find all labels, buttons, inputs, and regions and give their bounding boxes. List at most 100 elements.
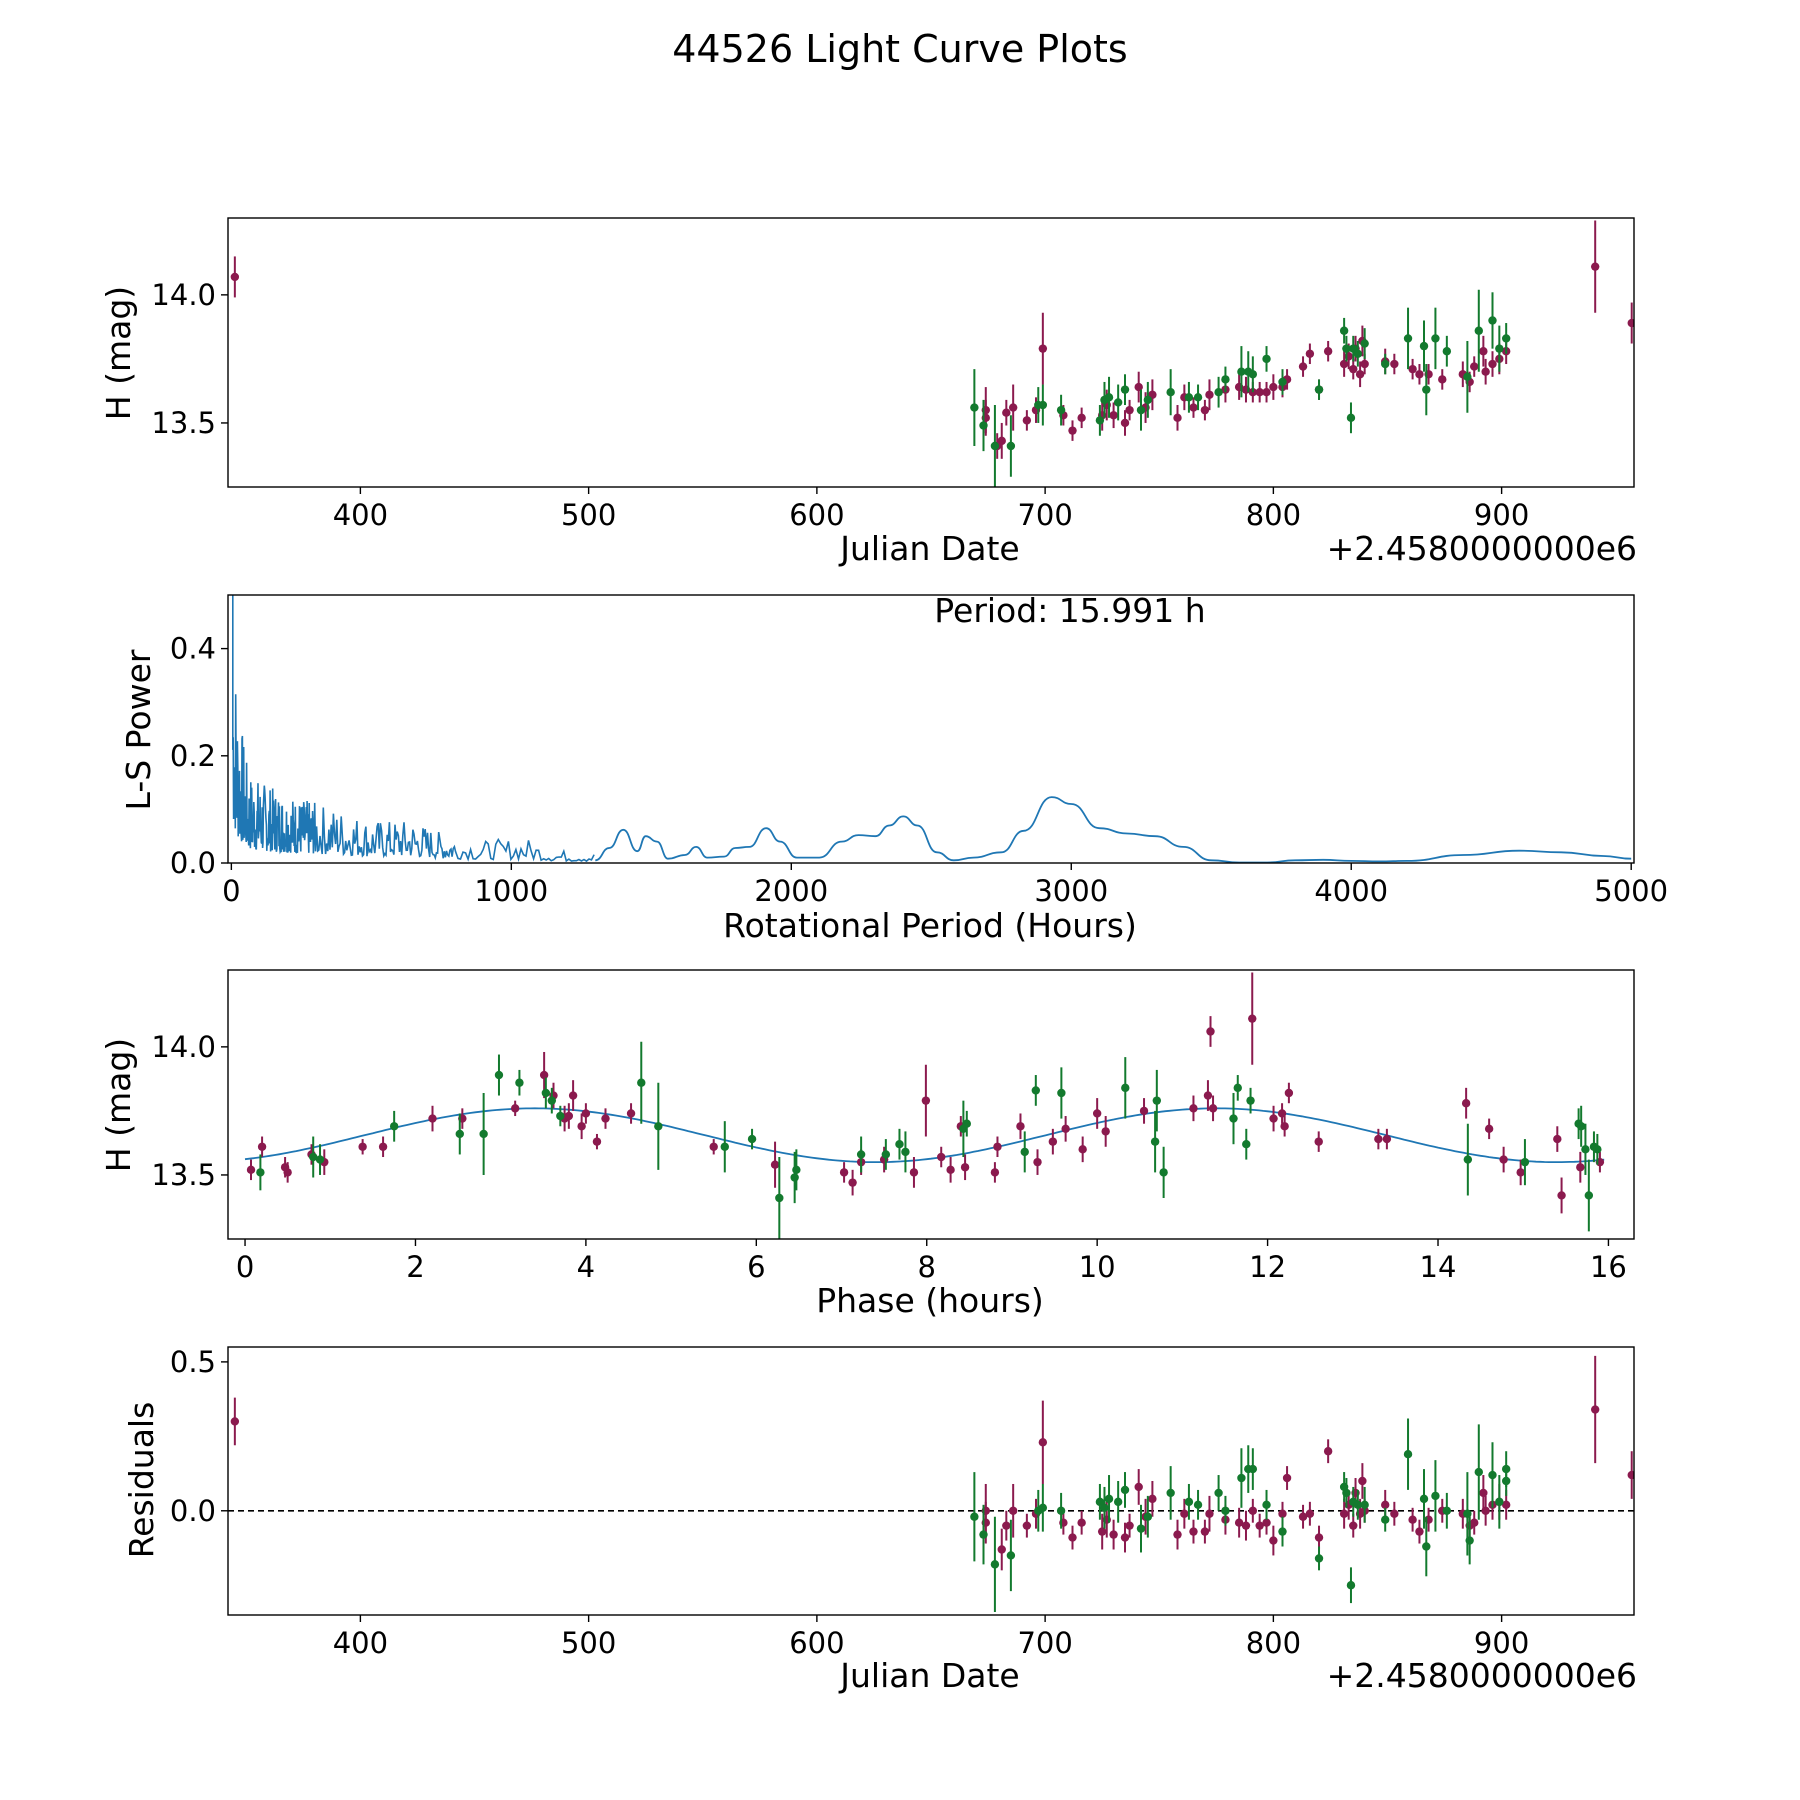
phased-point [1139,1106,1149,1116]
phased-point [246,1165,256,1175]
lightcurve-point [1470,362,1479,371]
lightcurve-point [1346,413,1356,423]
residuals-point [1136,1524,1146,1533]
phased-point [1553,1134,1562,1144]
lightcurve-point [1193,393,1203,402]
lightcurve-point [970,403,979,412]
lightcurve-point [1255,388,1264,397]
phased-point [709,1142,718,1151]
phased-point [962,1119,971,1128]
phased-point [1092,1109,1102,1118]
residuals-offset-text: +2.4580000000e6 [1327,1656,1637,1695]
residuals-point [1479,1488,1488,1498]
residuals-point [1339,1509,1349,1518]
lightcurve-point [1627,318,1634,328]
phased-point [993,1142,1002,1151]
residuals-point [1342,1488,1351,1498]
lightcurve-offset-text: +2.4580000000e6 [1327,529,1637,568]
residuals-point [1134,1482,1143,1492]
phased-point [1463,1155,1473,1164]
lightcurve-point [1408,364,1417,374]
residuals-point [1278,1527,1287,1536]
lightcurve-point [1269,382,1278,392]
lightcurve-point [1298,362,1308,371]
residuals-point [1501,1500,1511,1510]
phased-point [637,1078,646,1087]
phased-xtick-label: 0 [236,1250,254,1284]
phased-ylabel: H (mag) [99,1038,138,1172]
lightcurve-point [1113,398,1123,407]
lightcurve-point [230,272,240,282]
lightcurve-point [1355,370,1365,379]
residuals-point [1262,1500,1271,1510]
phased-point [1484,1124,1494,1134]
lightcurve-point [1501,334,1511,343]
phased-point [1229,1114,1238,1123]
phased-point [1269,1114,1278,1123]
residuals-point [1193,1500,1203,1510]
periodogram-panel: Period: 15.991 h Rotational Period (Hour… [119,591,1668,945]
residuals-point [1221,1506,1230,1515]
residuals-point [1008,1506,1018,1515]
phased-xtick-label: 10 [1079,1250,1116,1284]
phased-point [309,1152,318,1162]
lightcurve-point [1431,334,1440,343]
lightcurve-plot-area [230,220,1634,487]
lightcurve-point [1038,344,1048,353]
phased-ytick-label: 13.5 [151,1158,216,1192]
residuals-point [1120,1485,1130,1495]
periodogram-smooth-line [595,796,1632,863]
phased-point [547,1096,557,1105]
phased-ytick-label: 14.0 [151,1030,216,1064]
lightcurve-point [1077,413,1086,423]
lightcurve-xtick-label: 600 [789,498,844,532]
phased-point [1382,1134,1392,1144]
lightcurve-point [1237,367,1246,376]
residuals-point [1056,1506,1066,1515]
phased-point [1208,1104,1218,1113]
phased-xtick-label: 4 [577,1250,595,1284]
phased-xtick-label: 16 [1590,1250,1627,1284]
residuals-point [1038,1503,1048,1513]
residuals-point [1590,1405,1600,1414]
phased-point [541,1088,551,1098]
phased-point [601,1114,610,1123]
phased-point [1061,1124,1070,1134]
phased-point [1121,1083,1130,1093]
periodogram-noise-line [232,595,595,863]
lightcurve-point [1488,359,1497,369]
periodogram-xtick-label: 1000 [474,874,548,908]
residuals-point [1038,1438,1048,1447]
lightcurve-point [1022,416,1032,425]
residuals-point [1269,1536,1278,1545]
lightcurve-point [1120,385,1130,394]
phased-point [1078,1145,1087,1154]
residuals-point [1262,1518,1271,1527]
lightcurve-point [990,441,1000,451]
lightcurve-point [1038,400,1048,410]
phased-point [1033,1157,1042,1167]
phased-point [960,1163,970,1172]
phased-point [770,1160,780,1169]
residuals-point [1314,1533,1324,1542]
residuals-point [970,1512,979,1521]
phased-point [479,1129,488,1139]
residuals-point [1200,1527,1210,1536]
phased-point [1277,1109,1287,1118]
periodogram-ylabel: L-S Power [119,649,158,810]
lightcurve-point [1339,359,1349,369]
lightcurve-point [1381,359,1390,369]
lightcurve-point [1360,339,1369,348]
lightcurve-point [1134,382,1143,392]
phased-point [539,1070,549,1080]
lightcurve-point [1068,426,1077,435]
lightcurve-point [1262,388,1271,397]
phased-point [790,1173,799,1182]
phased-point [1248,1014,1257,1023]
residuals-point [1237,1473,1246,1483]
residuals-point [1463,1509,1472,1518]
phased-point [1499,1155,1508,1164]
lightcurve-point [1314,385,1324,394]
residuals-xtick-label: 700 [1017,1626,1072,1660]
phased-point [937,1152,946,1162]
